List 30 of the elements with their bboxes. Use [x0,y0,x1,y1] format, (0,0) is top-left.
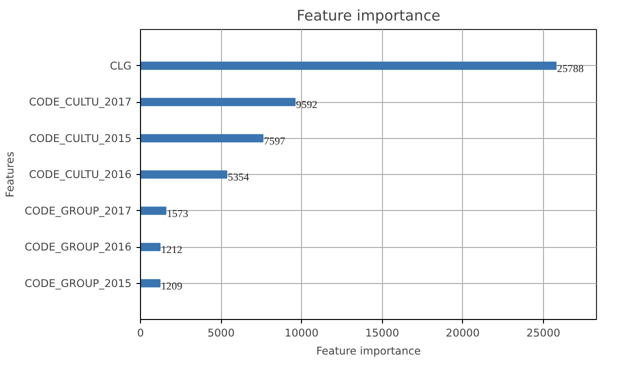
y-tick-label: CODE_CULTU_2015 [28,132,132,145]
x-tick-label: 20000 [446,326,480,340]
bar [140,242,161,252]
data-label: 1212 [161,245,182,256]
y-tick-label: CODE_GROUP_2015 [24,276,132,290]
chart-title: Feature importance [296,8,440,24]
y-tick-label: CLG [110,59,132,72]
x-axis-title: Feature importance [316,344,421,358]
y-tick-label: CODE_GROUP_2017 [24,204,132,218]
x-tick-label: 10000 [284,326,319,340]
data-label: 9592 [296,100,318,111]
data-label: 1573 [166,208,188,220]
data-label: 1209 [160,281,182,292]
y-tick-label: CODE_CULTU_2016 [28,168,132,181]
data-label: 25788 [557,64,584,75]
x-tick-label: 15000 [365,326,400,340]
bar [140,206,166,215]
data-label: 7597 [264,136,286,148]
x-tick-label: 5000 [208,326,235,340]
bar [140,134,264,142]
y-tick-label: CODE_GROUP_2016 [24,240,132,254]
data-label: 5354 [228,172,250,184]
y-axis-title: Features [4,151,17,198]
bar [140,170,228,179]
y-tick-label: CODE_CULTU_2017 [28,96,132,108]
bar [140,62,557,70]
bar [140,279,160,288]
x-tick-label: 25000 [526,326,560,340]
bar [140,98,296,106]
x-tick-label: 0 [137,326,144,340]
